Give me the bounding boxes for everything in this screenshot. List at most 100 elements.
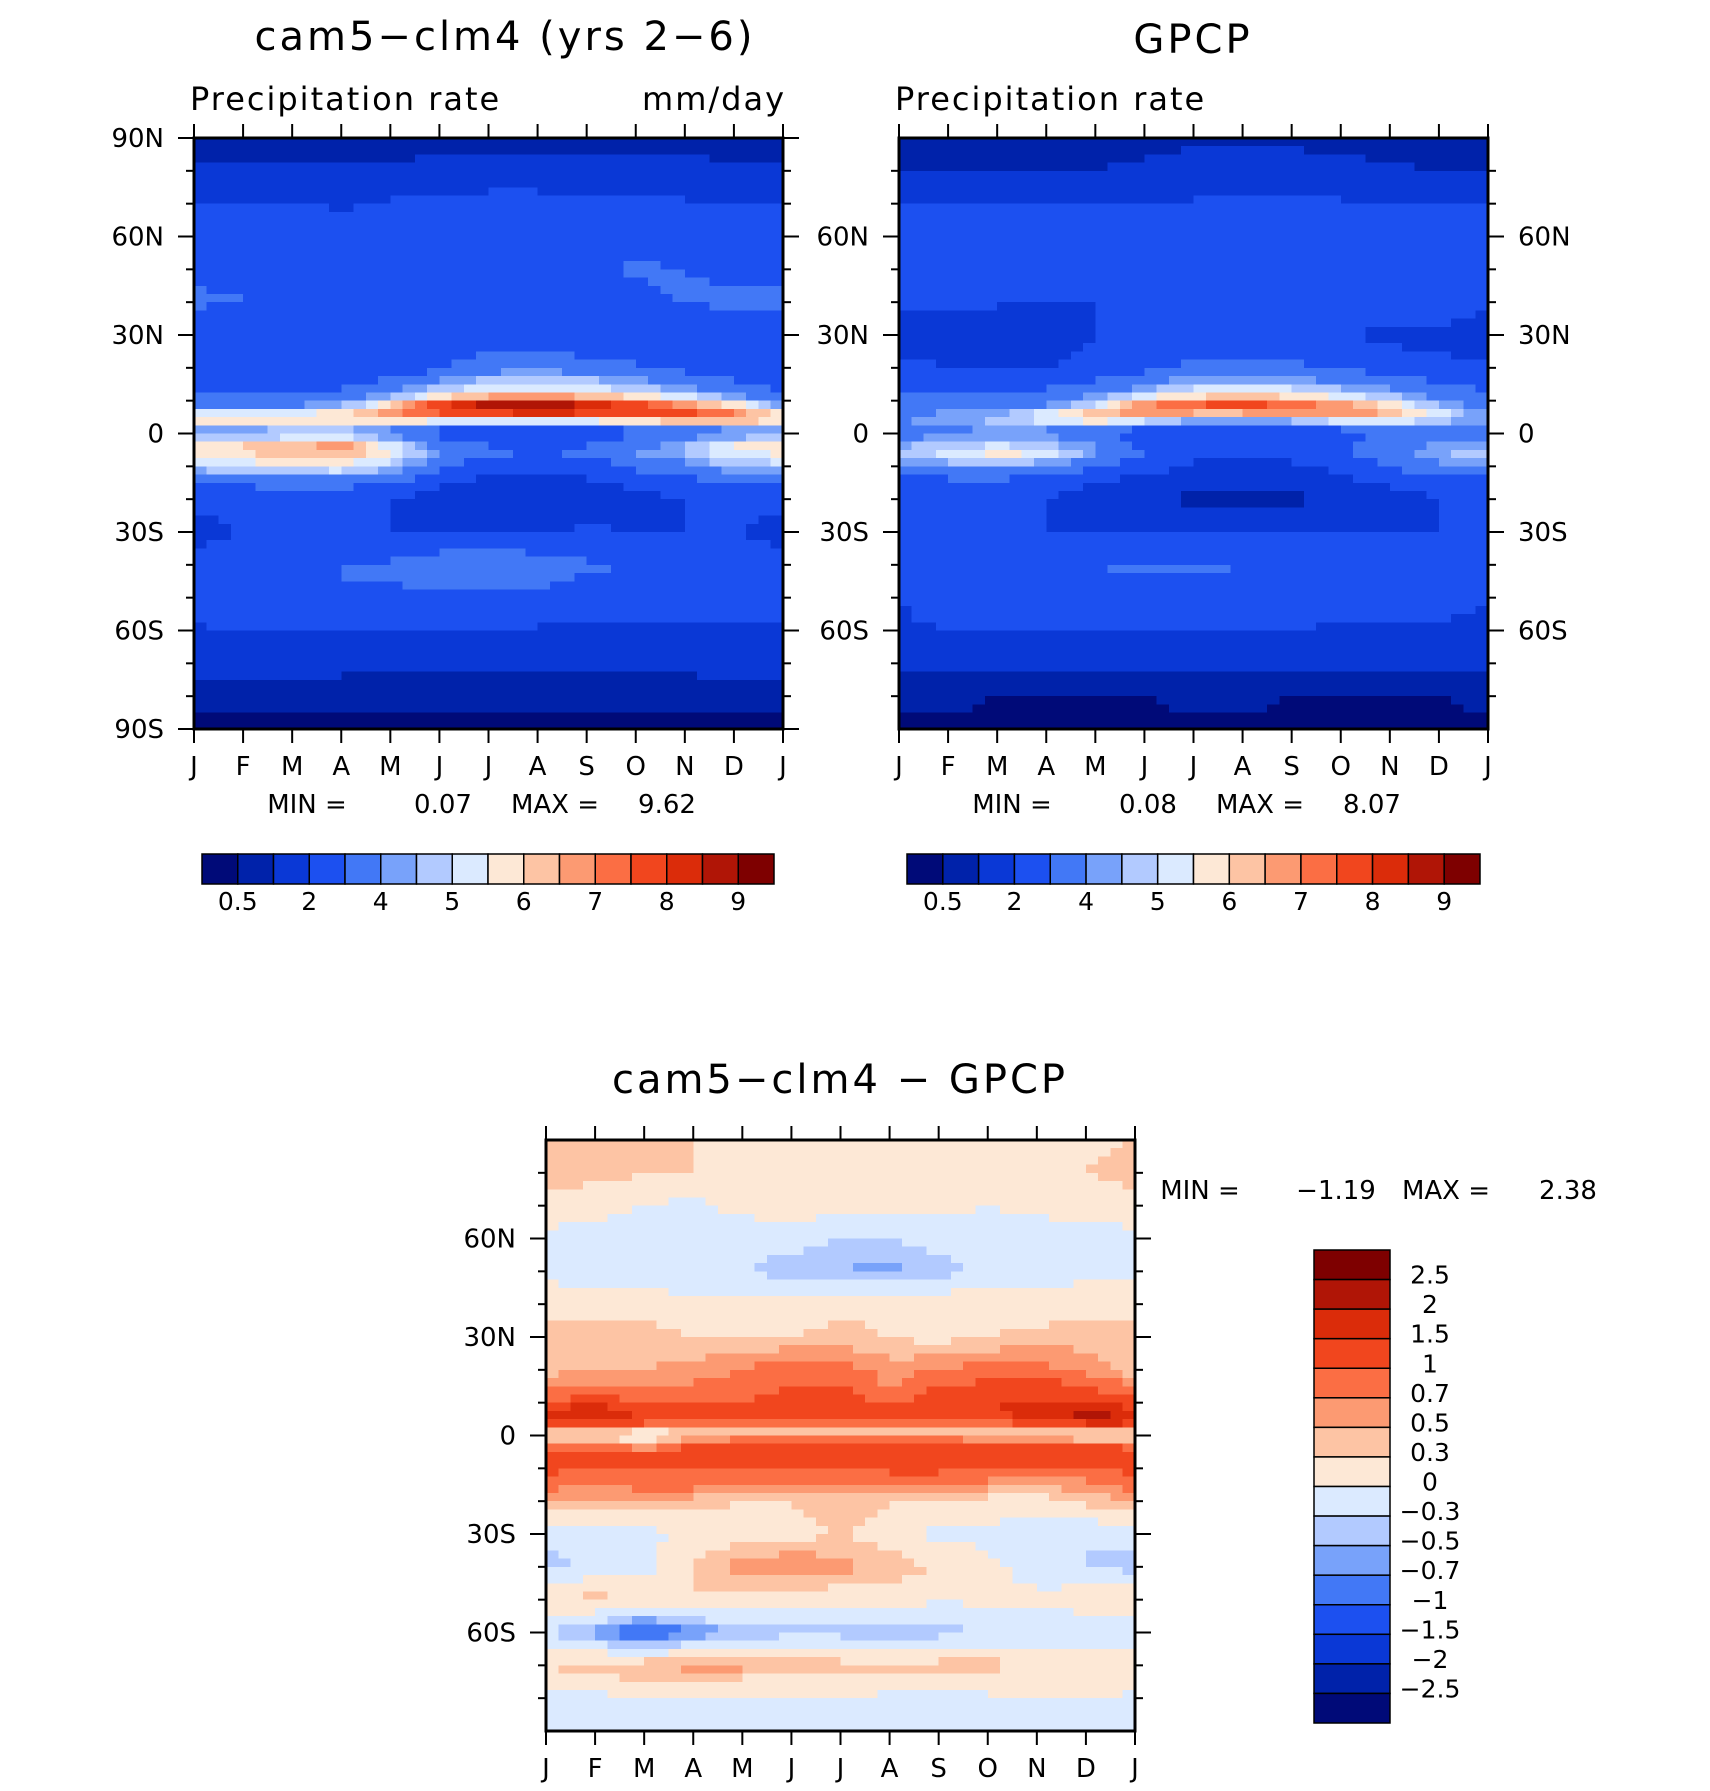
field-cell — [378, 293, 391, 303]
field-cell — [623, 490, 637, 500]
field-cell — [279, 252, 293, 262]
field-cell — [598, 532, 612, 541]
field-cell — [1181, 252, 1195, 262]
field-cell — [672, 228, 686, 238]
field-cell — [1475, 146, 1489, 156]
field-cell — [194, 326, 207, 336]
field-cell — [476, 581, 490, 591]
field-cell — [390, 655, 404, 664]
field-cell — [635, 425, 649, 435]
field-cell — [960, 220, 974, 229]
field-cell — [1353, 261, 1366, 270]
field-cell — [1463, 179, 1477, 188]
field-cell — [1132, 203, 1146, 213]
field-cell — [574, 687, 588, 697]
field-cell — [463, 523, 477, 533]
field-cell — [935, 359, 949, 369]
x-tick-label: J — [434, 752, 444, 782]
field-cell — [218, 622, 232, 632]
field-cell — [243, 261, 256, 270]
field-cell — [586, 720, 600, 730]
field-cell — [672, 696, 686, 705]
field-cell — [1107, 277, 1121, 287]
field-cell — [353, 335, 367, 344]
field-cell — [733, 573, 747, 582]
field-cell — [697, 335, 710, 344]
field-cell — [758, 343, 772, 353]
field-cell — [488, 302, 502, 311]
field-cell — [206, 433, 220, 443]
field-cell — [648, 310, 661, 320]
field-cell — [243, 474, 256, 484]
field-cell — [427, 589, 441, 599]
field-cell — [304, 138, 318, 147]
field-cell — [1254, 351, 1268, 361]
field-cell — [1267, 359, 1280, 369]
field-cell — [586, 359, 600, 369]
field-cell — [463, 359, 477, 369]
field-cell — [402, 376, 416, 385]
field-cell — [1426, 277, 1440, 287]
field-cell — [328, 228, 342, 238]
field-cell — [451, 154, 465, 164]
field-cell — [623, 269, 637, 279]
field-cell — [899, 162, 912, 172]
field-cell — [770, 646, 784, 656]
field-cell — [697, 318, 710, 328]
field-cell — [451, 449, 465, 459]
field-cell — [1402, 343, 1415, 353]
field-cell — [770, 293, 784, 303]
field-cell — [623, 679, 637, 689]
field-cell — [500, 597, 514, 607]
field-cell — [1033, 179, 1047, 188]
field-cell — [304, 343, 318, 353]
field-cell — [1365, 326, 1379, 336]
field-cell — [660, 170, 674, 180]
field-cell — [1438, 138, 1452, 147]
field-cell — [316, 302, 330, 311]
field-cell — [549, 490, 563, 500]
field-cell — [1340, 138, 1354, 147]
field-cell — [635, 384, 649, 394]
field-cell — [476, 400, 490, 410]
field-cell — [1009, 376, 1023, 385]
field-cell — [997, 326, 1011, 336]
field-cell — [1377, 367, 1391, 377]
field-cell — [1438, 351, 1452, 361]
field-cell — [463, 269, 477, 279]
field-cell — [1279, 228, 1293, 238]
field-cell — [1291, 293, 1305, 303]
field-cell — [353, 236, 367, 246]
field-cell — [353, 573, 367, 582]
field-cell — [341, 720, 355, 730]
field-cell — [1402, 293, 1415, 303]
field-cell — [1193, 318, 1207, 328]
field-cell — [648, 433, 661, 443]
field-cell — [255, 203, 269, 213]
field-cell — [328, 482, 342, 492]
field-cell — [267, 597, 281, 607]
field-cell — [230, 425, 244, 435]
field-cell — [194, 581, 207, 591]
field-cell — [923, 277, 937, 287]
field-cell — [476, 720, 490, 730]
field-cell — [1046, 310, 1060, 320]
field-cell — [1193, 277, 1207, 287]
field-cell — [1365, 359, 1379, 369]
field-cell — [623, 630, 637, 640]
field-cell — [328, 548, 342, 558]
field-cell — [525, 310, 539, 320]
field-cell — [758, 646, 772, 656]
field-cell — [697, 351, 710, 361]
field-cell — [648, 671, 661, 681]
field-cell — [255, 638, 269, 648]
field-cell — [513, 293, 526, 303]
field-cell — [899, 220, 912, 229]
field-cell — [279, 277, 293, 287]
field-cell — [451, 597, 465, 607]
field-cell — [1107, 252, 1121, 262]
field-cell — [378, 318, 391, 328]
field-cell — [1021, 359, 1035, 369]
field-cell — [243, 310, 256, 320]
field-cell — [304, 605, 318, 615]
